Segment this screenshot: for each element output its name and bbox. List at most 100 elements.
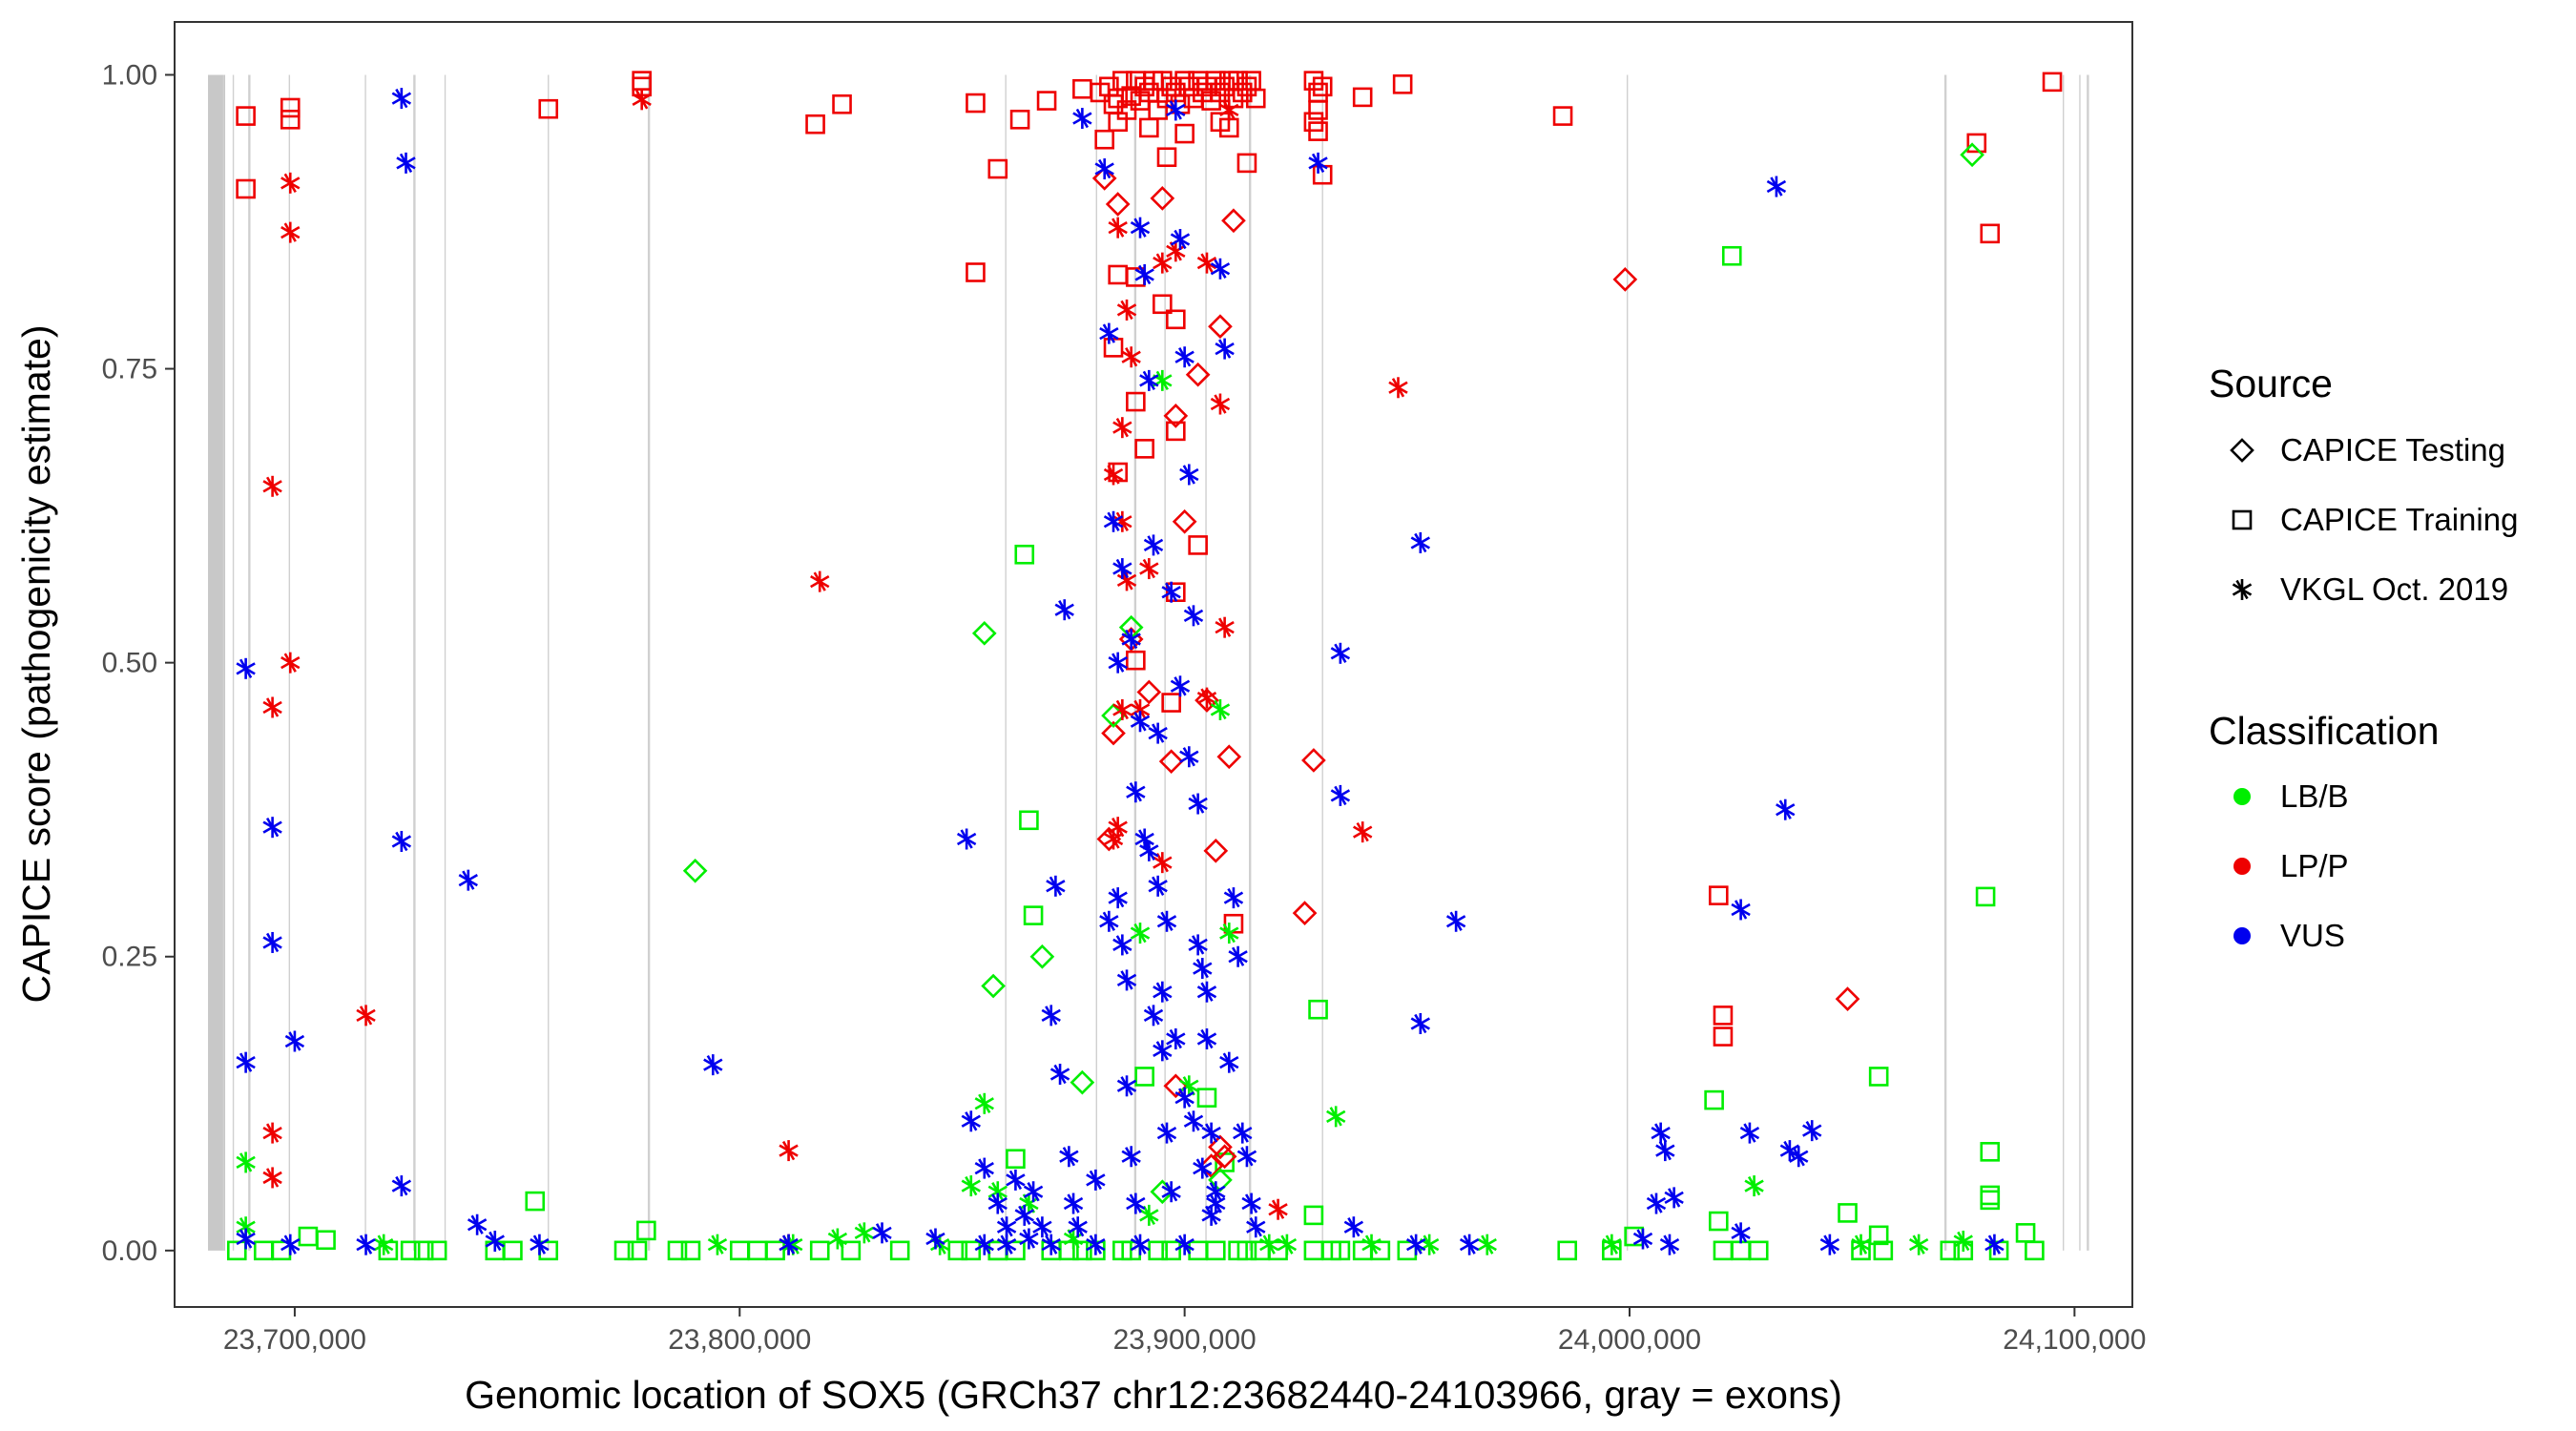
data-point (1139, 840, 1159, 861)
data-point (1185, 362, 1211, 387)
data-point (1708, 885, 1729, 905)
data-point (1308, 121, 1328, 141)
data-point (1308, 999, 1328, 1020)
data-point (1166, 309, 1186, 330)
data-point (262, 696, 282, 718)
data-point (1150, 186, 1175, 211)
data-point (827, 1228, 848, 1250)
data-point (987, 1192, 1008, 1214)
data-point (236, 1051, 256, 1073)
data-point (1216, 744, 1242, 770)
y-axis-title: CAPICE score (pathogenicity estimate) (14, 325, 58, 1004)
data-point (966, 93, 986, 114)
data-point (1908, 1234, 1929, 1255)
data-point (1170, 228, 1191, 250)
y-tick-label: 0.25 (102, 942, 157, 973)
data-point (1139, 1204, 1159, 1226)
data-point (1201, 1122, 1221, 1144)
data-point (280, 1234, 301, 1255)
data-point (1036, 91, 1057, 111)
data-point (1136, 679, 1162, 705)
data-points (226, 71, 2063, 1261)
data-point (226, 1240, 247, 1261)
data-point (1980, 1190, 2001, 1211)
data-point (280, 97, 301, 118)
data-point (1023, 1181, 1044, 1203)
data-point (974, 1157, 994, 1179)
x-tick-label: 23,700,000 (223, 1324, 366, 1356)
data-point (805, 114, 825, 135)
data-point (1868, 1067, 1889, 1087)
data-point (1139, 369, 1159, 391)
data-point (1156, 147, 1177, 168)
data-point (236, 657, 256, 679)
data-point (1215, 338, 1235, 360)
legend-key-square (2232, 509, 2253, 530)
legend-source-item-label: VKGL Oct. 2019 (2280, 571, 2508, 607)
x-tick-label: 23,800,000 (668, 1324, 811, 1356)
data-point (1233, 1122, 1253, 1144)
data-point (765, 1240, 785, 1261)
data-point (974, 1092, 994, 1114)
data-point (262, 1167, 282, 1189)
data-point (841, 1240, 862, 1261)
data-point (1163, 404, 1189, 428)
data-point (1153, 294, 1173, 315)
data-point (1241, 1192, 1261, 1214)
data-point (1312, 76, 1333, 97)
data-point (1196, 1088, 1217, 1108)
data-point (1552, 106, 1573, 126)
data-point (1392, 74, 1413, 94)
data-point (413, 1240, 434, 1261)
data-point (1054, 599, 1074, 621)
data-point (1174, 1234, 1195, 1255)
data-point (1009, 109, 1030, 130)
data-point (956, 828, 977, 850)
data-point (632, 89, 652, 111)
data-point (1139, 558, 1159, 580)
data-point (1153, 1040, 1173, 1062)
data-point (1126, 391, 1146, 412)
data-point (1041, 1005, 1061, 1027)
data-point (1838, 1203, 1858, 1223)
data-point (1108, 217, 1128, 238)
data-point (1308, 100, 1328, 120)
data-point (1112, 934, 1132, 956)
data-point (1201, 1204, 1221, 1226)
data-point (1174, 346, 1195, 368)
data-point (1268, 1198, 1288, 1220)
data-point (1148, 1240, 1168, 1261)
data-point (1014, 1204, 1034, 1226)
data-point (810, 570, 830, 592)
data-point (1153, 252, 1173, 274)
data-point (1179, 1075, 1199, 1097)
data-point (1651, 1122, 1671, 1144)
data-point (889, 1240, 910, 1261)
data-point (613, 1240, 634, 1261)
data-point (682, 858, 708, 883)
legend-key-asterisk (2232, 579, 2253, 600)
data-point (1108, 817, 1128, 839)
data-point (1094, 129, 1114, 150)
data-point (1072, 1240, 1092, 1261)
data-point (1708, 1211, 1729, 1232)
data-point (1975, 886, 1996, 907)
data-point (1014, 544, 1035, 565)
data-point (1731, 1222, 1751, 1244)
data-point (1148, 875, 1168, 897)
data-point (971, 621, 997, 646)
legend-source-item-label: CAPICE Testing (2280, 432, 2505, 467)
legend-class-item-label: LB/B (2280, 778, 2349, 814)
data-point (1966, 133, 1987, 154)
data-point (1126, 781, 1146, 803)
data-point (1330, 784, 1351, 806)
data-point (1206, 1192, 1226, 1214)
data-point (1121, 346, 1141, 368)
data-point (1116, 1075, 1137, 1097)
data-point (1105, 192, 1131, 217)
data-point (396, 152, 416, 174)
x-tick-label: 23,900,000 (1113, 1324, 1257, 1356)
data-point (284, 1030, 305, 1052)
data-point (280, 652, 301, 674)
